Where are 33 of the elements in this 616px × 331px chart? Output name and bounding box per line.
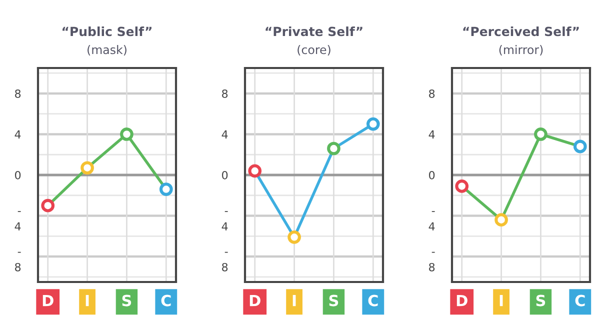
y-tick-label: - 4 [14, 211, 21, 230]
x-tick-label: I [500, 294, 503, 306]
chart-subtitle: (core) [298, 45, 330, 56]
y-tick-label: - 4 [222, 211, 228, 230]
x-tick-label: D [456, 294, 468, 306]
y-tick-label: 0 [222, 170, 228, 180]
x-tick-label: I [292, 294, 296, 306]
y-tick-label: 8 [222, 89, 228, 98]
y-tick-label: 4 [428, 130, 435, 138]
x-tick-label: S [536, 294, 546, 306]
chart-title: “Public Self” [62, 26, 152, 36]
y-tick-label: - 8 [429, 252, 435, 272]
chart-title: “Private Self” [266, 26, 362, 36]
x-tick-label: C [575, 294, 585, 306]
y-tick-label: 4 [14, 130, 21, 138]
x-tick-label: D [250, 294, 260, 306]
y-tick-label: 0 [14, 170, 21, 180]
y-tick-label: 4 [222, 130, 228, 138]
y-tick-label: - 8 [222, 252, 228, 272]
y-tick-label: - 4 [428, 211, 435, 230]
x-tick-label: C [368, 294, 378, 306]
x-tick-label: S [329, 294, 338, 306]
y-tick-label: - 8 [15, 252, 21, 272]
y-tick-label: 8 [429, 89, 435, 98]
y-tick-label: 0 [428, 170, 435, 180]
chart-subtitle: (mirror) [499, 45, 543, 56]
x-tick-label: C [161, 294, 171, 306]
chart-title: “Perceived Self” [463, 26, 579, 36]
x-tick-label: D [42, 294, 54, 306]
y-tick-label: 8 [15, 89, 21, 98]
x-tick-label: S [122, 294, 132, 306]
chart-subtitle: (mask) [88, 45, 126, 56]
x-tick-label: I [86, 294, 89, 306]
